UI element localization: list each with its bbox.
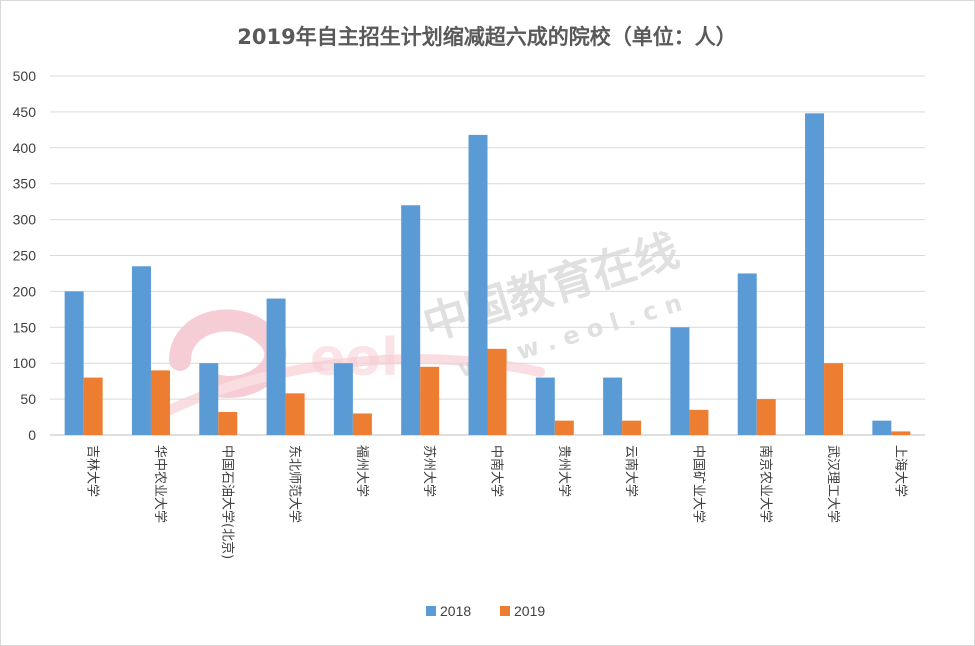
bar-2019 bbox=[83, 377, 103, 435]
y-tick-label: 500 bbox=[13, 68, 37, 84]
category-label-text: 中国矿业大学 bbox=[690, 445, 706, 523]
bar-2018 bbox=[64, 291, 84, 435]
category-label: 东北师范大学 bbox=[287, 445, 303, 523]
category-label-text: 苏州大学 bbox=[421, 445, 437, 497]
category-label-text: 贵州大学 bbox=[556, 445, 572, 497]
y-tick-label: 450 bbox=[13, 104, 37, 120]
y-axis-ticks: 0 50 100 150 200 250 300 350 400 450 500 bbox=[13, 68, 37, 443]
y-tick-label: 350 bbox=[13, 176, 37, 192]
x-axis-categories: 吉林大学 华中农业大学 中国石油大学(北京) 东北师范大学 福州大学 苏州大学 中南大学 贵州… bbox=[85, 445, 909, 559]
bar-2018 bbox=[805, 113, 825, 435]
category-label: 华中农业大学 bbox=[152, 445, 168, 523]
category-label: 福州大学 bbox=[354, 445, 370, 497]
category-label-text: 东北师范大学 bbox=[287, 445, 303, 523]
y-tick-label: 300 bbox=[13, 212, 37, 228]
category-label: 吉林大学 bbox=[85, 445, 101, 497]
category-label: 武汉理工大学 bbox=[825, 445, 841, 523]
bar-2019 bbox=[554, 420, 574, 435]
legend-label-2018: 2018 bbox=[440, 603, 471, 619]
bar-2019 bbox=[420, 366, 440, 435]
bars bbox=[64, 113, 911, 435]
bar-2019 bbox=[756, 399, 776, 435]
category-label: 云南大学 bbox=[623, 445, 639, 497]
category-label: 中南大学 bbox=[489, 445, 505, 497]
y-tick-label: 100 bbox=[13, 355, 37, 371]
chart-title: 2019年自主招生计划缩减超六成的院校（单位：人） bbox=[237, 25, 736, 49]
bar-2019 bbox=[218, 412, 238, 435]
y-tick-label: 0 bbox=[28, 427, 36, 443]
y-tick-label: 150 bbox=[13, 319, 37, 335]
bar-2019 bbox=[150, 370, 170, 435]
legend-swatch-2019 bbox=[500, 606, 510, 616]
bar-2019 bbox=[352, 413, 372, 435]
category-label-text: 吉林大学 bbox=[85, 445, 101, 497]
category-label-text: 南京农业大学 bbox=[758, 445, 774, 523]
bar-2018 bbox=[603, 377, 623, 435]
bar-2018 bbox=[670, 327, 690, 435]
y-tick-label: 50 bbox=[20, 391, 36, 407]
category-label-text: 上海大学 bbox=[892, 445, 908, 497]
bar-2018 bbox=[401, 205, 421, 435]
bar-2018 bbox=[535, 377, 555, 435]
y-tick-label: 200 bbox=[13, 283, 37, 299]
y-tick-label: 400 bbox=[13, 140, 37, 156]
bar-2018 bbox=[333, 363, 353, 435]
category-label: 苏州大学 bbox=[421, 445, 437, 497]
category-label: 中国矿业大学 bbox=[690, 445, 706, 523]
bar-2019 bbox=[689, 409, 709, 435]
bar-2018 bbox=[131, 266, 151, 435]
bar-2018 bbox=[468, 134, 488, 435]
category-label-text: 福州大学 bbox=[354, 445, 370, 497]
bar-2018 bbox=[266, 298, 286, 435]
category-label: 贵州大学 bbox=[556, 445, 572, 497]
category-label-text: 武汉理工大学 bbox=[825, 445, 841, 523]
bar-2018 bbox=[737, 273, 757, 435]
watermark-logo-text: eol bbox=[310, 328, 399, 388]
legend: 2018 2019 bbox=[426, 603, 545, 619]
legend-swatch-2018 bbox=[426, 606, 436, 616]
bar-2019 bbox=[622, 420, 642, 435]
watermark: 中国教育在线 w w w . e o l . c n bbox=[417, 225, 685, 383]
bar-2018 bbox=[872, 420, 892, 435]
category-label: 上海大学 bbox=[892, 445, 908, 497]
y-tick-label: 250 bbox=[13, 248, 37, 264]
bar-2019 bbox=[285, 393, 305, 435]
legend-label-2019: 2019 bbox=[514, 603, 545, 619]
bar-2019 bbox=[487, 348, 507, 435]
category-label-text: 中南大学 bbox=[489, 445, 505, 497]
category-label-text: 云南大学 bbox=[623, 445, 639, 497]
category-label: 南京农业大学 bbox=[758, 445, 774, 523]
bar-2019 bbox=[824, 363, 844, 435]
category-label-text: 中国石油大学(北京) bbox=[219, 445, 235, 559]
bar-2019 bbox=[891, 431, 911, 435]
category-label: 中国石油大学(北京) bbox=[219, 445, 235, 559]
bar-2018 bbox=[199, 363, 219, 435]
category-label-text: 华中农业大学 bbox=[152, 445, 168, 523]
